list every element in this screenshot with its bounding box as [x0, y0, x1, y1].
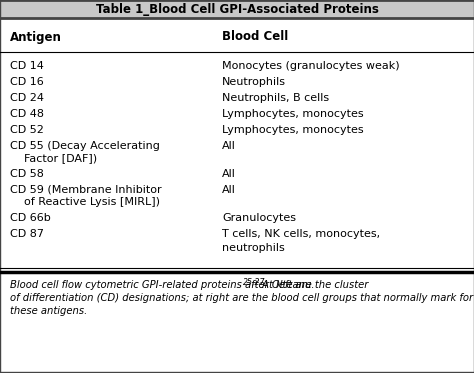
Text: CD 14: CD 14: [10, 61, 44, 71]
Text: CD 59 (Membrane Inhibitor: CD 59 (Membrane Inhibitor: [10, 185, 162, 195]
Text: Lymphocytes, monocytes: Lymphocytes, monocytes: [222, 125, 364, 135]
Text: At left are the cluster: At left are the cluster: [259, 280, 368, 290]
Text: Table 1_Blood Cell GPI-Associated Proteins: Table 1_Blood Cell GPI-Associated Protei…: [96, 3, 378, 16]
Text: T cells, NK cells, monocytes,: T cells, NK cells, monocytes,: [222, 229, 380, 239]
Text: CD 58: CD 58: [10, 169, 44, 179]
Text: Neutrophils: Neutrophils: [222, 77, 286, 87]
Text: All: All: [222, 141, 236, 151]
Text: CD 16: CD 16: [10, 77, 44, 87]
Text: Antigen: Antigen: [10, 31, 62, 44]
Text: these antigens.: these antigens.: [10, 306, 87, 316]
Text: All: All: [222, 169, 236, 179]
Text: Factor [DAF]): Factor [DAF]): [10, 153, 97, 163]
Text: Granulocytes: Granulocytes: [222, 213, 296, 223]
Text: Blood Cell: Blood Cell: [222, 31, 288, 44]
Text: CD 87: CD 87: [10, 229, 44, 239]
Bar: [0, 0, 474, 18]
Text: Blood cell flow cytometric GPI-related proteins after Olteanu.: Blood cell flow cytometric GPI-related p…: [10, 280, 315, 290]
Text: Lymphocytes, monocytes: Lymphocytes, monocytes: [222, 109, 364, 119]
Text: CD 24: CD 24: [10, 93, 44, 103]
Text: Neutrophils, B cells: Neutrophils, B cells: [222, 93, 329, 103]
Text: CD 48: CD 48: [10, 109, 44, 119]
Text: CD 52: CD 52: [10, 125, 44, 135]
Text: 25,27: 25,27: [243, 278, 265, 286]
Text: of differentiation (CD) designations; at right are the blood cell groups that no: of differentiation (CD) designations; at…: [10, 293, 473, 303]
Text: All: All: [222, 185, 236, 195]
Text: CD 66b: CD 66b: [10, 213, 51, 223]
Text: of Reactive Lysis [MIRL]): of Reactive Lysis [MIRL]): [10, 197, 160, 207]
Text: neutrophils: neutrophils: [222, 243, 285, 253]
Text: Monocytes (granulocytes weak): Monocytes (granulocytes weak): [222, 61, 400, 71]
Text: CD 55 (Decay Accelerating: CD 55 (Decay Accelerating: [10, 141, 160, 151]
